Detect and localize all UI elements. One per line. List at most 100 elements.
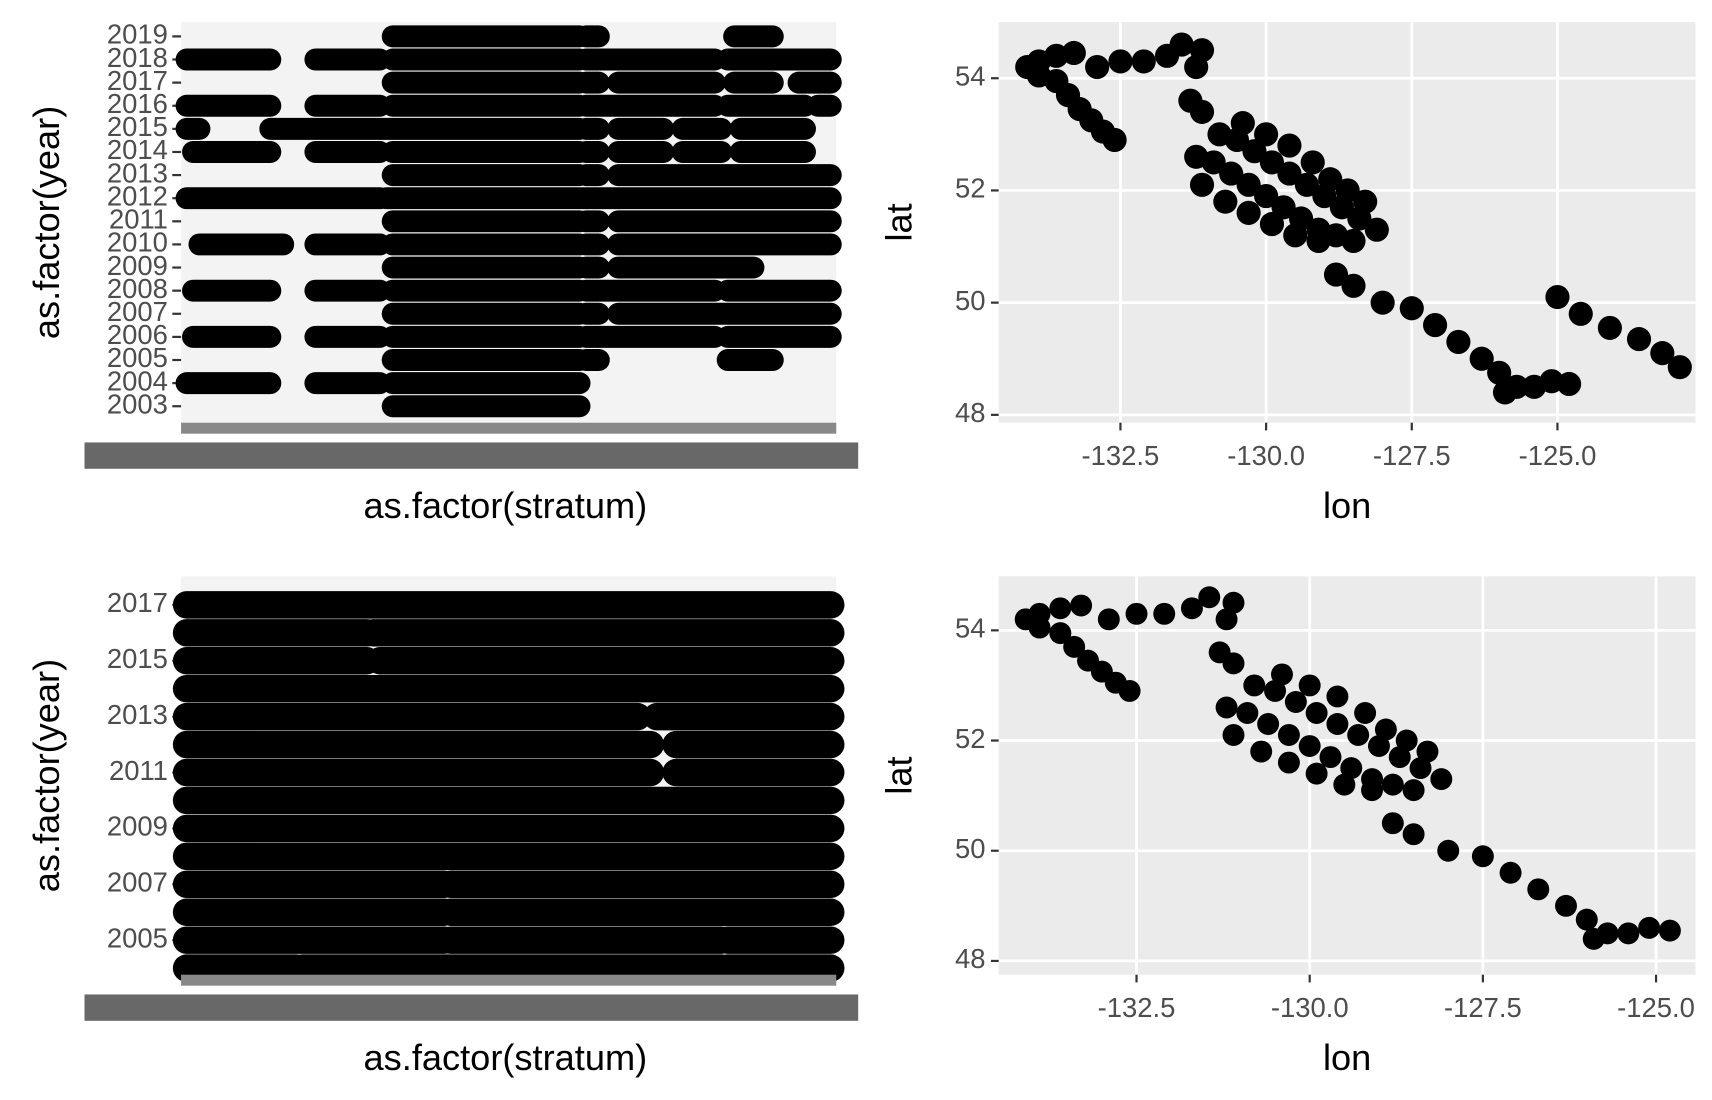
point (1283, 223, 1308, 248)
x-tick-label: -125.0 (1519, 440, 1597, 471)
point-run (662, 758, 845, 787)
point-run (436, 926, 735, 954)
y-tick-label: 48 (955, 397, 986, 428)
point (1395, 729, 1418, 752)
y-tick-label: 2014 (107, 134, 168, 165)
point-run (381, 302, 591, 325)
point (1354, 702, 1377, 724)
point-run (643, 702, 845, 731)
point-run (259, 117, 591, 140)
point (1063, 635, 1086, 658)
point (1198, 586, 1221, 609)
point-run (381, 71, 591, 94)
point (1638, 916, 1661, 939)
point (1527, 878, 1550, 901)
y-tick-label: 54 (955, 613, 986, 644)
point (1370, 290, 1395, 315)
point (1243, 674, 1266, 697)
y-axis-title: as.factor(year) (26, 106, 67, 339)
point-run (607, 233, 842, 256)
y-tick-label: 2009 (107, 811, 168, 842)
y-tick-label: 2005 (107, 342, 168, 373)
y-tick-label: 2008 (107, 273, 168, 304)
point (1353, 189, 1378, 214)
y-tick-label: 2017 (107, 587, 168, 618)
point-run (175, 187, 391, 210)
point (1318, 167, 1343, 192)
point-run (607, 71, 726, 94)
point-run (172, 619, 381, 647)
point-run (304, 279, 391, 302)
point-run (175, 372, 282, 395)
point-run (172, 842, 845, 871)
point (1667, 355, 1692, 380)
point (1402, 779, 1425, 802)
x-tick-label: -132.5 (1082, 440, 1160, 471)
point-run (182, 325, 282, 348)
point (1236, 172, 1261, 197)
point (1277, 751, 1300, 774)
x-tick-label: -127.5 (1373, 440, 1451, 471)
point-run (574, 48, 726, 71)
point-run (172, 674, 845, 703)
point (1277, 724, 1300, 746)
point-run (172, 898, 458, 926)
point-run (806, 94, 842, 117)
point-run (381, 233, 591, 256)
point (1300, 150, 1325, 175)
point (1250, 740, 1273, 763)
x-tick-label: -130.0 (1227, 440, 1305, 471)
point-run (175, 48, 282, 71)
point (1399, 296, 1424, 321)
point-run (366, 647, 845, 675)
point-run (716, 349, 784, 371)
point-run (381, 395, 591, 418)
y-tick-label: 2011 (109, 204, 168, 235)
point-run (381, 256, 591, 279)
point-run (574, 279, 726, 302)
y-tick-label: 2007 (107, 296, 168, 327)
point-run (574, 210, 610, 233)
point (1333, 773, 1356, 796)
point (1306, 228, 1331, 254)
point (1259, 150, 1285, 175)
point-run (574, 117, 610, 140)
point-run (671, 117, 733, 140)
y-tick-label: 2017 (107, 65, 168, 96)
point-run (607, 117, 675, 140)
x-tick-row (181, 974, 837, 986)
point (1367, 735, 1390, 758)
point-run (607, 210, 842, 233)
point-run (381, 210, 591, 233)
point (1416, 740, 1439, 763)
point (1189, 99, 1215, 124)
point (1340, 757, 1363, 780)
point (1264, 679, 1287, 702)
point-run (375, 187, 842, 210)
point-run (381, 48, 591, 71)
point-run (607, 140, 675, 163)
y-tick-label: 50 (955, 833, 986, 864)
y-tick-label: 2015 (107, 643, 168, 674)
point (1469, 346, 1494, 371)
point-run (381, 349, 591, 371)
point-run (359, 619, 845, 647)
point-run (574, 140, 610, 163)
point (1028, 616, 1051, 639)
point (1131, 49, 1156, 74)
x-axis-title: lon (1323, 485, 1371, 526)
point-run (304, 233, 391, 256)
point (1437, 839, 1460, 862)
y-tick-label: 2005 (107, 922, 168, 953)
y-tick-label: 2012 (107, 180, 168, 211)
point-run (607, 256, 765, 279)
point (1184, 54, 1209, 80)
point (1326, 685, 1349, 708)
point (1545, 284, 1570, 310)
point (1582, 927, 1605, 950)
point (1323, 262, 1349, 287)
point (1222, 652, 1245, 675)
point-run (381, 140, 591, 163)
point (1658, 919, 1681, 942)
point (1169, 32, 1194, 57)
